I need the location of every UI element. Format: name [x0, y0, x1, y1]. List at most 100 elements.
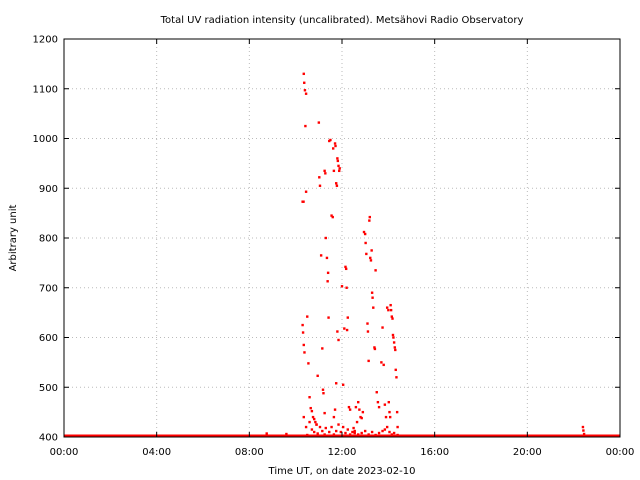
data-point	[337, 338, 340, 342]
data-point	[314, 420, 317, 424]
data-point	[370, 291, 374, 294]
data-point	[335, 429, 338, 433]
data-point	[390, 433, 394, 436]
data-point	[324, 172, 327, 175]
data-point	[347, 405, 351, 409]
data-point	[388, 410, 391, 414]
data-point	[304, 190, 308, 193]
data-point	[302, 200, 305, 203]
data-point	[330, 214, 333, 217]
data-point	[318, 176, 321, 179]
data-point	[395, 376, 398, 379]
data-point	[301, 323, 304, 327]
data-point	[387, 400, 390, 404]
data-point	[303, 81, 306, 84]
data-point	[326, 271, 330, 275]
data-point	[302, 72, 305, 76]
data-point	[368, 215, 371, 219]
data-point	[336, 157, 339, 160]
data-point	[311, 415, 315, 419]
data-point	[323, 433, 326, 436]
data-point	[358, 408, 361, 411]
data-point	[331, 147, 335, 150]
data-point	[360, 416, 363, 420]
data-point	[318, 184, 322, 187]
y-tick-label: 1100	[33, 84, 58, 95]
data-point	[357, 433, 360, 436]
data-point	[332, 415, 336, 419]
data-point	[343, 327, 346, 330]
data-point	[313, 417, 316, 421]
x-tick-label: 00:00	[50, 447, 79, 458]
data-point	[322, 392, 325, 395]
data-point	[355, 420, 359, 424]
data-point	[367, 359, 370, 363]
data-point	[310, 409, 314, 413]
data-point	[382, 363, 385, 367]
data-point	[363, 232, 367, 236]
data-point	[317, 121, 321, 124]
data-point	[303, 89, 307, 92]
data-point	[304, 92, 308, 95]
data-point	[337, 164, 340, 168]
data-point	[346, 428, 349, 431]
data-point	[308, 396, 311, 399]
data-point	[374, 433, 377, 437]
data-point	[323, 411, 326, 415]
data-point	[383, 403, 387, 406]
x-tick-label: 16:00	[420, 447, 449, 458]
data-point	[336, 159, 340, 163]
data-point	[362, 230, 366, 234]
data-point	[331, 215, 334, 219]
data-point	[391, 317, 394, 320]
data-point	[318, 425, 322, 429]
y-tick-label: 800	[39, 234, 58, 245]
data-point	[581, 425, 585, 429]
y-tick-label: 1000	[33, 134, 58, 145]
x-tick-label: 00:00	[606, 447, 635, 458]
data-point	[324, 236, 327, 240]
data-point	[304, 124, 307, 128]
data-point	[324, 426, 327, 430]
data-point	[345, 286, 348, 289]
data-point	[344, 265, 347, 269]
data-point	[348, 408, 352, 411]
data-point	[303, 351, 306, 354]
data-point	[316, 432, 319, 435]
data-point	[370, 249, 373, 252]
data-point	[326, 280, 329, 283]
data-point	[325, 256, 329, 260]
data-point	[333, 408, 337, 411]
data-point	[375, 391, 378, 394]
y-axis-label: Arbitrary unit	[8, 205, 19, 272]
data-point	[381, 429, 384, 433]
data-point	[361, 410, 365, 414]
data-point	[396, 425, 399, 429]
data-point	[366, 330, 370, 333]
data-point	[327, 316, 330, 319]
data-point	[392, 336, 395, 339]
data-point	[389, 308, 393, 312]
data-point	[376, 400, 380, 404]
data-point	[370, 430, 374, 434]
x-tick-label: 08:00	[235, 447, 264, 458]
data-point	[345, 328, 349, 332]
y-tick-label: 1200	[33, 35, 58, 46]
data-point	[383, 428, 387, 431]
data-point	[385, 306, 389, 309]
data-point	[388, 415, 392, 419]
data-point	[334, 144, 337, 148]
data-point	[323, 169, 326, 173]
data-point	[316, 374, 319, 378]
data-point	[285, 432, 288, 436]
data-point	[353, 429, 356, 433]
data-point	[372, 306, 375, 309]
data-point	[353, 431, 356, 435]
data-point	[377, 405, 381, 409]
x-tick-label: 12:00	[328, 447, 357, 458]
data-point	[357, 400, 360, 404]
data-point	[340, 285, 344, 288]
data-point	[335, 382, 338, 385]
data-point	[582, 429, 585, 432]
y-tick-label: 400	[39, 433, 58, 444]
